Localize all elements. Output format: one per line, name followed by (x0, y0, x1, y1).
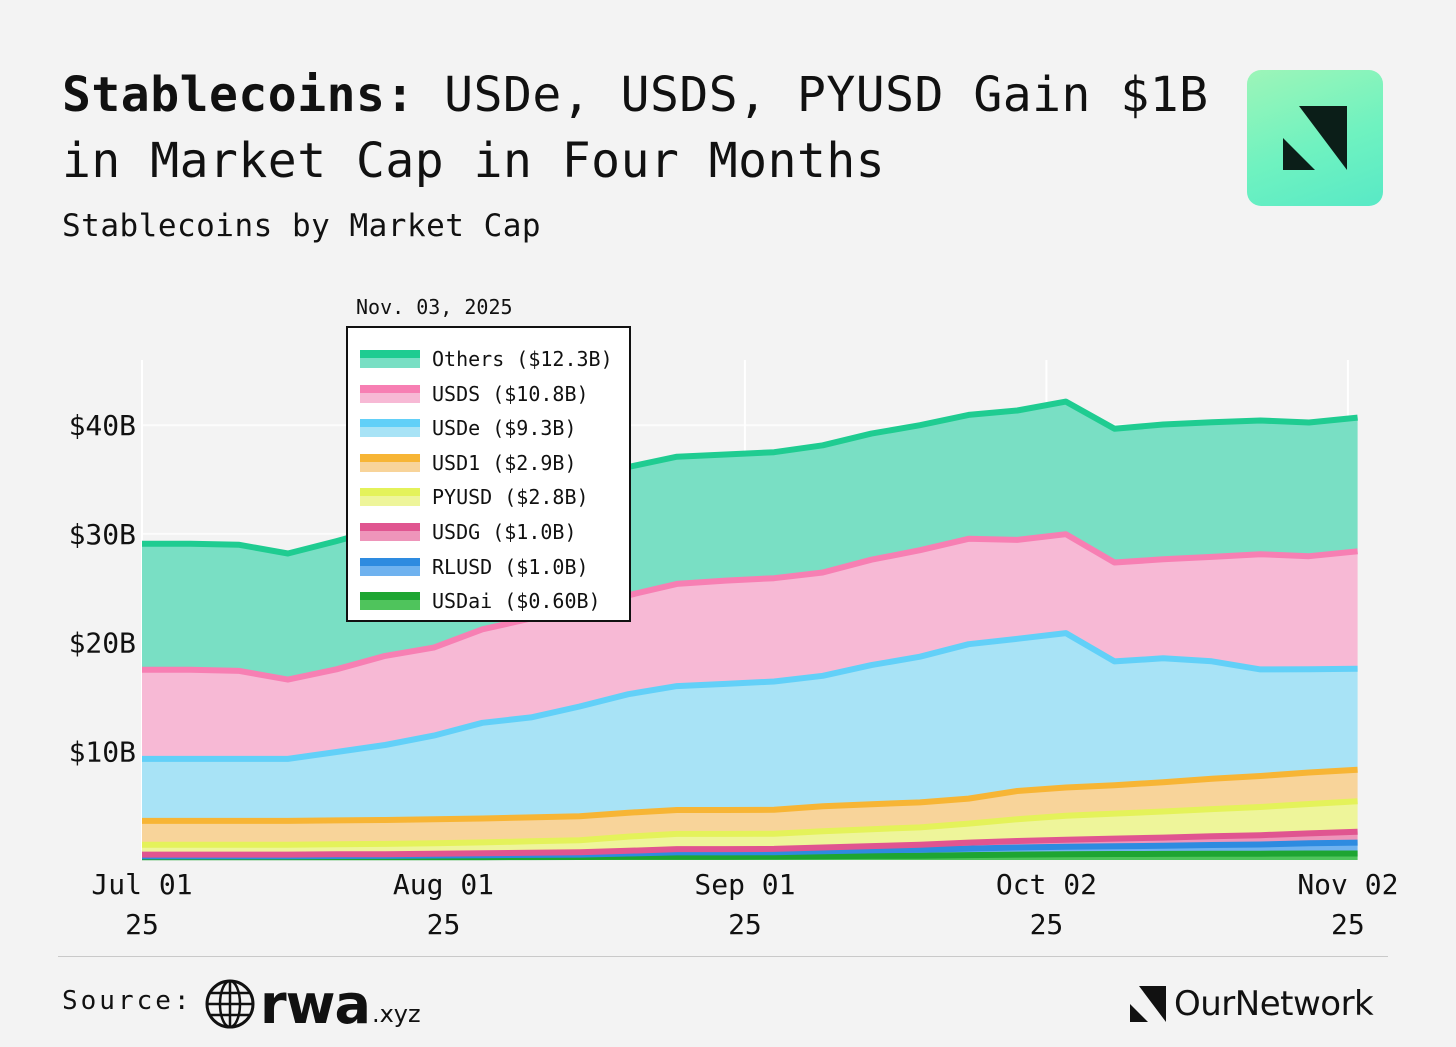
chart-lines (142, 398, 1358, 861)
x-tick-label: Jul 01 (91, 868, 192, 901)
legend-item-others: Others ($12.3B) (360, 342, 630, 376)
area-pyusd (142, 801, 1358, 855)
legend-swatch (360, 419, 420, 438)
x-tick-sublabel: 25 (1030, 908, 1064, 941)
rwa-brand-suffix: .xyz (371, 1000, 421, 1028)
page-title: Stablecoins: USDe, USDS, PYUSD Gain $1B … (62, 62, 1212, 194)
line-usdg (142, 828, 1358, 858)
line-usds (142, 531, 1358, 683)
page-subtitle: Stablecoins by Market Cap (62, 208, 542, 244)
y-tick-label: $20B (69, 627, 136, 660)
ournetwork-name: OurNetwork (1174, 984, 1374, 1024)
title-lead: Stablecoins: (62, 67, 415, 123)
legend-label: RLUSD ($1.0B) (432, 554, 589, 579)
legend-label: USD1 ($2.9B) (432, 450, 577, 475)
stacked-area-chart: $10B $20B $30B $40B Jul 01 25 Aug 01 25 Sep 01 2… (69, 360, 1398, 941)
legend-swatch (360, 453, 420, 472)
x-tick-label: Aug 01 (393, 868, 494, 901)
source-label: Source: (62, 986, 193, 1016)
line-pyusd (142, 798, 1358, 848)
legend-item-pyusd: PYUSD ($2.8B) (360, 480, 630, 514)
legend-swatch (360, 592, 420, 611)
legend-label: Others ($12.3B) (432, 347, 613, 371)
ournetwork-small-icon (1130, 986, 1166, 1022)
legend-date: Nov. 03, 2025 (356, 295, 513, 319)
legend-swatch (360, 384, 420, 403)
title-rest: USDe, USDS, PYUSD Gain $1B in Market Cap… (62, 67, 1209, 189)
legend-swatch (360, 350, 420, 368)
legend-label: USDG ($1.0B) (432, 520, 577, 544)
legend-label: USDe ($9.3B) (432, 416, 577, 441)
line-usd1 (142, 766, 1358, 824)
legend-item-usdai: USDai ($0.60B) (360, 584, 630, 618)
y-tick-label: $40B (69, 409, 136, 442)
x-tick-label: Oct 02 (996, 868, 1097, 901)
x-tick-sublabel: 25 (1331, 908, 1365, 941)
legend-label: USDai ($0.60B) (432, 589, 601, 614)
y-tick-label: $30B (69, 518, 136, 551)
rwa-brand: rwa (260, 973, 371, 1036)
legend-item-usde: USDe ($9.3B) (360, 411, 630, 445)
line-usde (142, 630, 1358, 762)
x-axis: Jul 01 25 Aug 01 25 Sep 01 25 Oct 02 25 Nov 02 25 (91, 868, 1398, 941)
legend-label: PYUSD ($2.8B) (432, 485, 589, 510)
x-tick-sublabel: 25 (728, 908, 762, 941)
ournetwork-logo-icon (1247, 70, 1383, 206)
x-tick-label: Sep 01 (694, 868, 795, 901)
area-usde (142, 633, 1358, 821)
x-tick-sublabel: 25 (427, 908, 461, 941)
chart-legend: Others ($12.3B) USDS ($10.8B) USDe ($9.3B)… (346, 326, 631, 622)
ournetwork-brand: OurNetwork (1130, 984, 1374, 1024)
line-others (142, 398, 1358, 557)
x-tick-label: Nov 02 (1297, 868, 1398, 901)
legend-item-usds: USDS ($10.8B) (360, 377, 630, 411)
x-tick-sublabel: 25 (125, 908, 159, 941)
globe-icon (205, 979, 255, 1029)
legend-item-usdg: USDG ($1.0B) (360, 515, 630, 549)
y-tick-label: $10B (69, 735, 136, 768)
legend-swatch (360, 523, 420, 541)
y-axis: $10B $20B $30B $40B (69, 409, 136, 768)
ournetwork-mark-icon (1283, 106, 1347, 170)
area-usds (142, 534, 1358, 759)
legend-item-usd1: USD1 ($2.9B) (360, 446, 630, 480)
chart-areas (142, 401, 1358, 860)
legend-item-rlusd: RLUSD ($1.0B) (360, 550, 630, 584)
footer-divider (58, 956, 1388, 957)
legend-swatch (360, 557, 420, 576)
legend-label: USDS ($10.8B) (432, 381, 589, 406)
rwa-logo: rwa .xyz (204, 973, 421, 1036)
legend-swatch (360, 488, 420, 507)
